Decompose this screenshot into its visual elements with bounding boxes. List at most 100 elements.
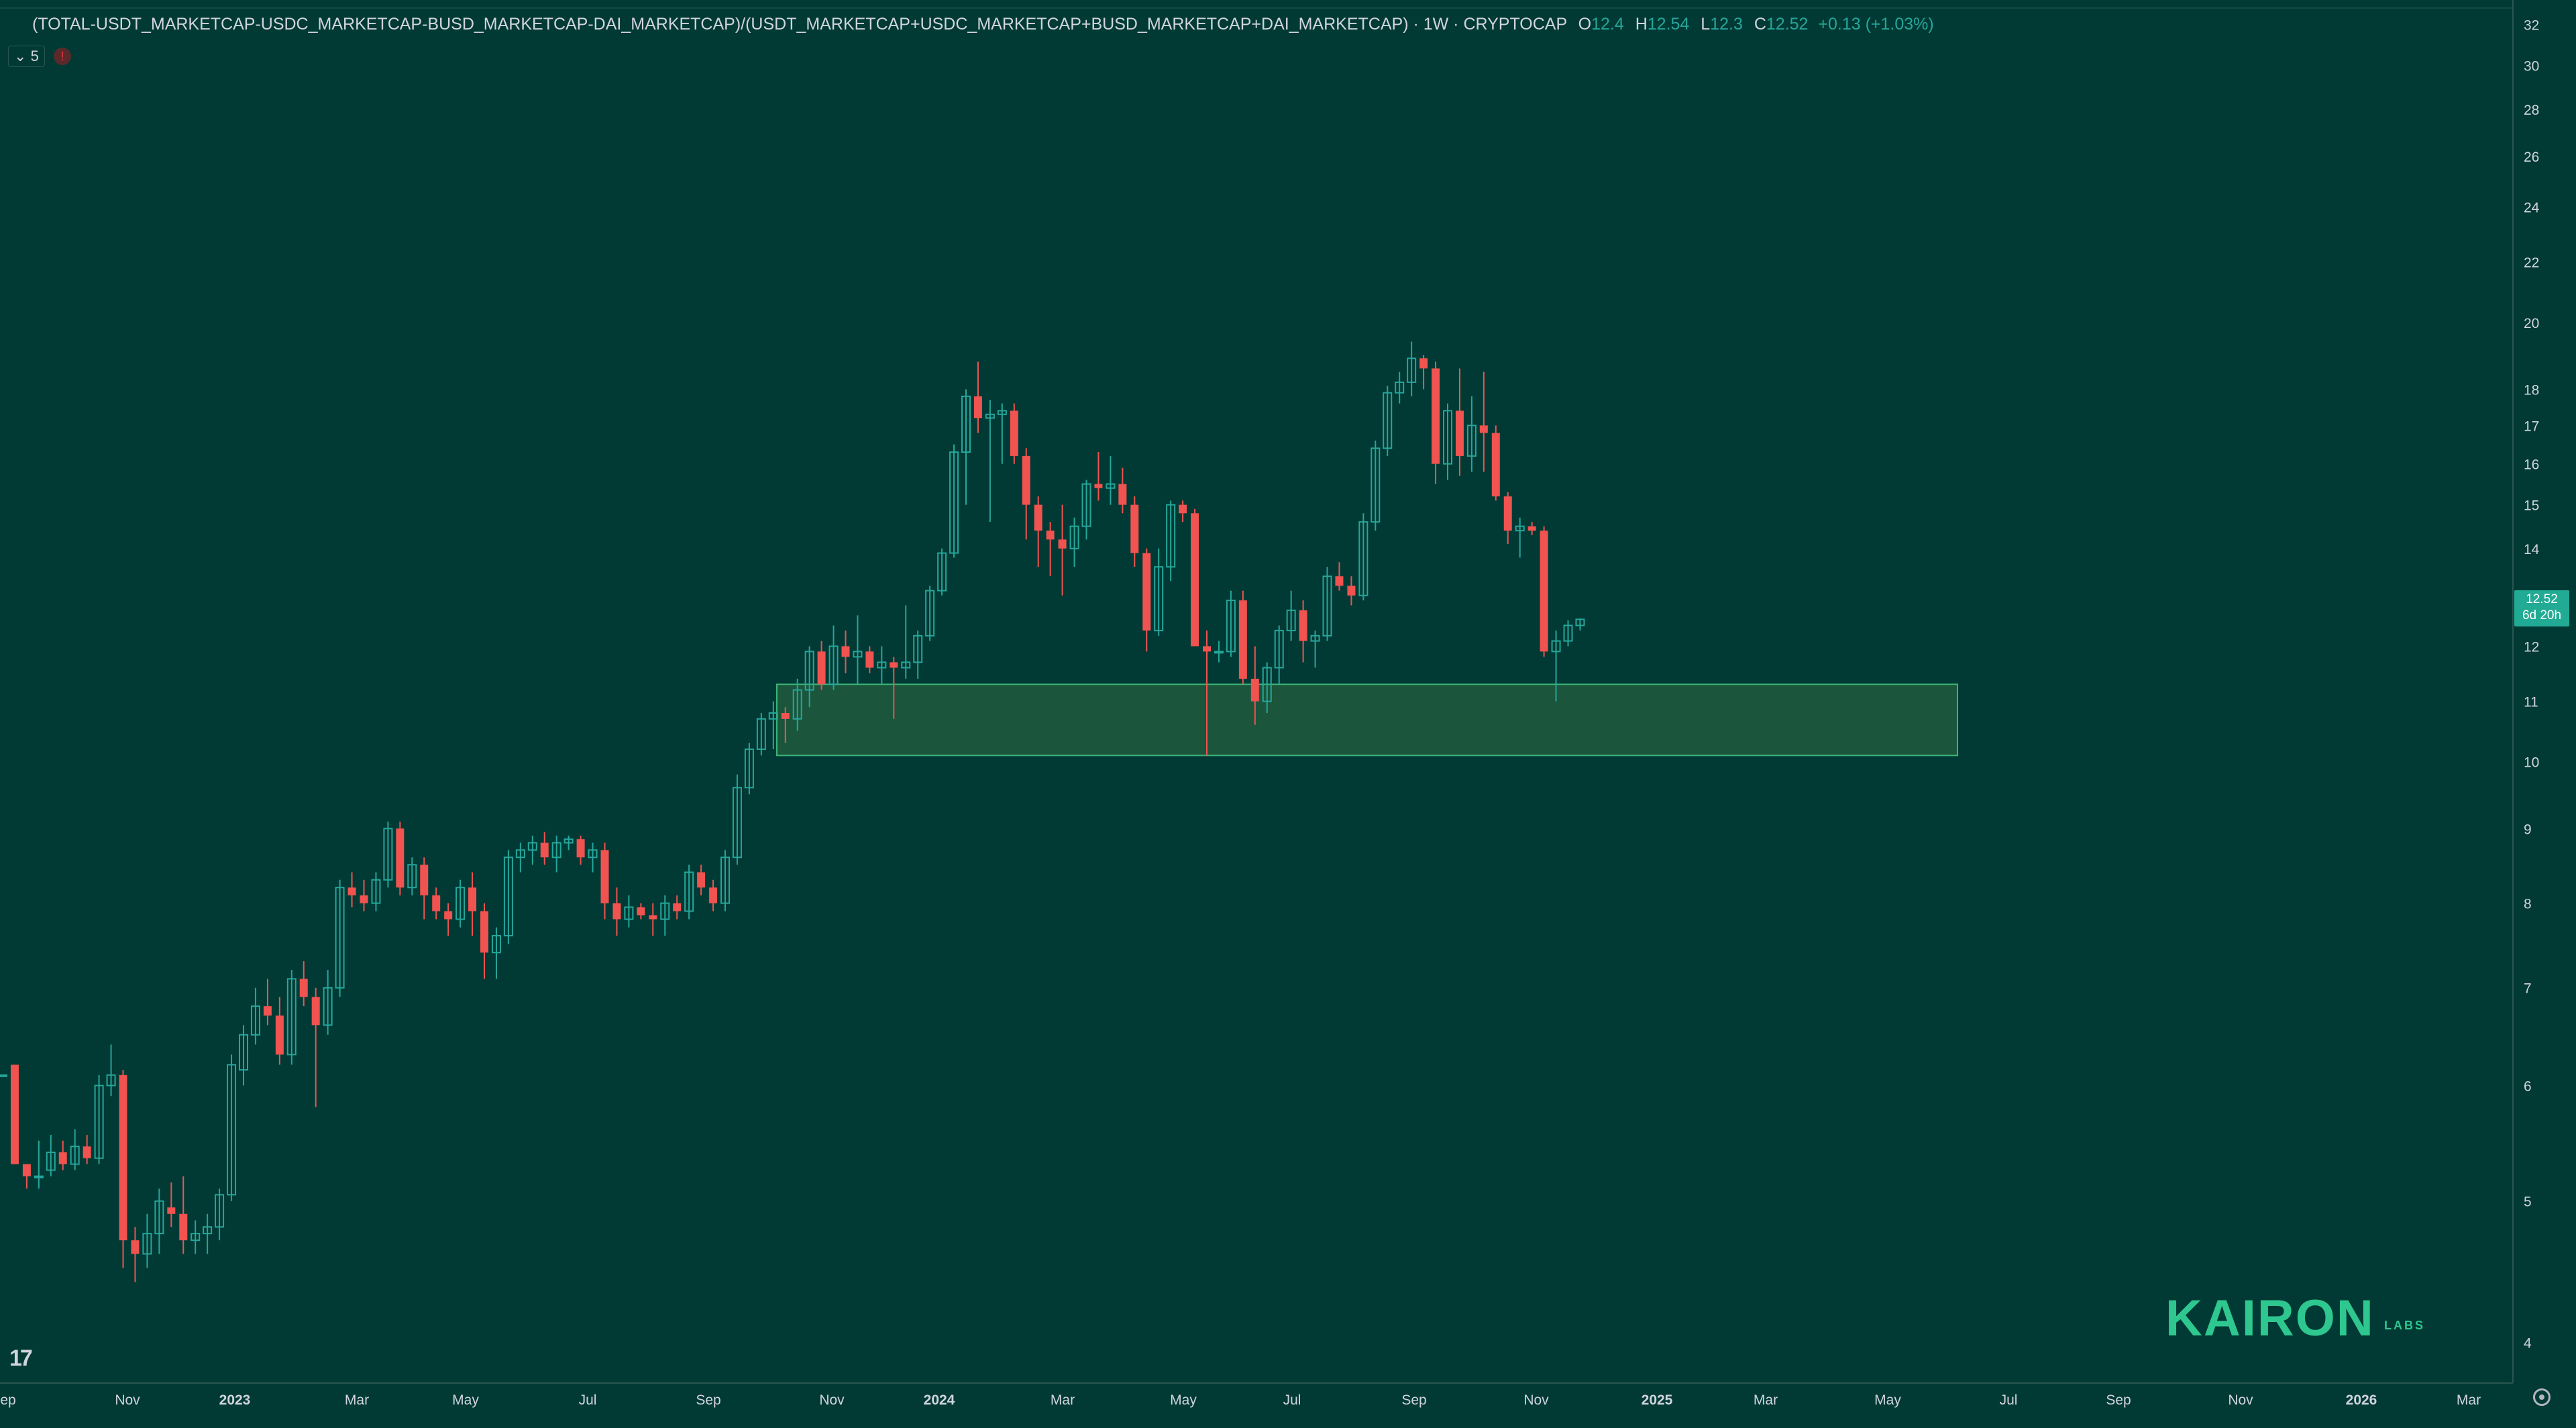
candle[interactable] — [1226, 590, 1236, 657]
candle[interactable] — [1563, 620, 1573, 647]
candle[interactable] — [46, 1135, 56, 1176]
candle[interactable] — [396, 821, 405, 895]
candle[interactable] — [0, 1074, 7, 1077]
candle[interactable] — [720, 850, 730, 912]
candle[interactable] — [1503, 492, 1512, 545]
candle[interactable] — [697, 865, 706, 895]
candle[interactable] — [503, 850, 513, 944]
candle[interactable] — [1383, 386, 1393, 456]
candle[interactable] — [1371, 440, 1381, 531]
candle[interactable] — [828, 625, 839, 690]
candle[interactable] — [360, 879, 368, 912]
candle[interactable] — [1274, 625, 1284, 685]
legend-toggle-button[interactable]: ⌄ 5 — [8, 46, 45, 67]
candle[interactable] — [877, 646, 887, 685]
candle[interactable] — [286, 970, 297, 1065]
candle[interactable] — [70, 1129, 80, 1170]
candle[interactable] — [227, 1054, 237, 1201]
candle[interactable] — [1466, 396, 1477, 472]
candle[interactable] — [203, 1213, 213, 1254]
settings-gear-icon[interactable] — [2533, 1388, 2551, 1406]
candle[interactable] — [299, 961, 308, 1007]
candle[interactable] — [407, 857, 417, 895]
candle[interactable] — [1238, 590, 1247, 685]
candle[interactable] — [540, 832, 549, 865]
candle[interactable] — [1010, 403, 1018, 464]
candle[interactable] — [841, 630, 850, 673]
candle[interactable] — [371, 872, 381, 912]
candle[interactable] — [744, 743, 754, 795]
candle[interactable] — [1154, 548, 1164, 636]
candle[interactable] — [1407, 341, 1417, 396]
candle[interactable] — [311, 987, 320, 1107]
candle[interactable] — [925, 586, 935, 641]
candle[interactable] — [1347, 576, 1356, 606]
candle[interactable] — [1335, 562, 1344, 591]
candle[interactable] — [83, 1135, 91, 1164]
candle[interactable] — [1286, 590, 1296, 641]
candle[interactable] — [1419, 355, 1428, 390]
candle[interactable] — [1322, 567, 1332, 641]
candle[interactable] — [684, 865, 694, 920]
candle[interactable] — [649, 903, 657, 936]
candle[interactable] — [1358, 513, 1368, 601]
candle[interactable] — [239, 1025, 248, 1086]
candle[interactable] — [263, 979, 272, 1026]
candle[interactable] — [420, 857, 429, 920]
candle[interactable] — [1479, 372, 1488, 472]
candle[interactable] — [564, 835, 574, 850]
candle[interactable] — [1540, 526, 1548, 657]
candle[interactable] — [275, 997, 284, 1065]
candle[interactable] — [768, 701, 778, 750]
candle[interactable] — [1046, 522, 1055, 577]
candle[interactable] — [890, 657, 898, 719]
candle[interactable] — [1299, 600, 1307, 663]
candle[interactable] — [937, 548, 947, 596]
candle[interactable] — [1034, 496, 1042, 567]
candle[interactable] — [10, 1064, 19, 1164]
support-zone[interactable] — [776, 683, 1958, 757]
candle[interactable] — [732, 774, 742, 865]
candle[interactable] — [444, 903, 453, 936]
candle[interactable] — [756, 713, 766, 756]
candle[interactable] — [383, 821, 393, 888]
candle[interactable] — [1106, 455, 1116, 505]
candle[interactable] — [1130, 496, 1139, 567]
candle[interactable] — [1443, 403, 1452, 480]
candle[interactable] — [997, 403, 1007, 464]
candle[interactable] — [1191, 508, 1199, 647]
candle[interactable] — [1310, 630, 1320, 668]
candle[interactable] — [551, 835, 561, 873]
candle[interactable] — [1262, 662, 1272, 714]
candle[interactable] — [468, 872, 477, 936]
candle[interactable] — [131, 1227, 140, 1282]
candle[interactable] — [853, 615, 863, 685]
candle[interactable] — [215, 1188, 225, 1241]
candle[interactable] — [1515, 517, 1525, 558]
candle[interactable] — [1455, 368, 1464, 476]
candle[interactable] — [985, 400, 995, 523]
candle[interactable] — [1069, 517, 1079, 567]
candle[interactable] — [335, 879, 345, 997]
candle[interactable] — [119, 1070, 127, 1268]
candle[interactable] — [1094, 452, 1103, 501]
candle[interactable] — [1058, 504, 1067, 596]
candle[interactable] — [660, 895, 670, 936]
candle[interactable] — [106, 1044, 116, 1097]
candle[interactable] — [913, 630, 923, 679]
candle[interactable] — [637, 903, 645, 920]
candle[interactable] — [58, 1140, 67, 1170]
candle[interactable] — [1166, 500, 1176, 582]
candle[interactable] — [961, 389, 971, 505]
symbol-name[interactable]: (TOTAL-USDT_MARKETCAP-USDC_MARKETCAP-BUS… — [32, 15, 1567, 34]
candle[interactable] — [1432, 362, 1440, 484]
candle[interactable] — [1022, 448, 1030, 540]
candle[interactable] — [1575, 618, 1585, 631]
candle[interactable] — [792, 678, 802, 731]
candle[interactable] — [1118, 468, 1127, 514]
candle[interactable] — [901, 605, 911, 679]
candle[interactable] — [491, 927, 501, 979]
alert-icon[interactable]: ! — [54, 48, 71, 65]
candle[interactable] — [865, 646, 874, 673]
